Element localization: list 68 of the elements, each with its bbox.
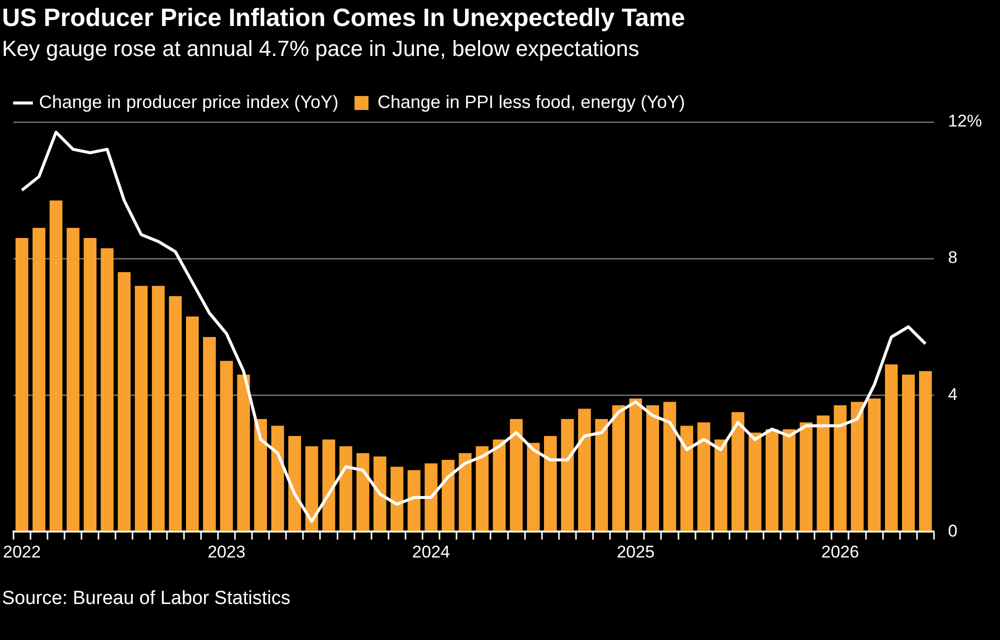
legend-label: Change in producer price index (YoY) (39, 92, 339, 112)
bar (732, 412, 744, 531)
chart-title: US Producer Price Inflation Comes In Unexpectedly Tame (2, 4, 686, 33)
bar (902, 374, 915, 531)
bar (629, 398, 642, 531)
bar (220, 360, 233, 531)
y-tick-label: 0 (948, 521, 958, 540)
bar (322, 439, 336, 531)
bar (408, 470, 420, 531)
bar (510, 418, 523, 531)
bar (254, 418, 267, 531)
bar (476, 446, 489, 531)
chart-subtitle: Key gauge rose at annual 4.7% pace in June, below expectations (2, 36, 640, 62)
x-tick-label: 2024 (412, 542, 450, 562)
bar (134, 286, 148, 531)
bar (305, 446, 318, 531)
bar (356, 453, 370, 531)
y-tick-label: 4 (948, 384, 958, 404)
bar (578, 408, 591, 531)
bar (100, 248, 114, 531)
x-tick-label: 2025 (616, 542, 655, 562)
bar (816, 416, 830, 531)
bar (458, 453, 472, 531)
y-tick-label: 8 (948, 248, 958, 268)
bar (32, 228, 46, 531)
bar (492, 439, 506, 531)
bar (50, 200, 62, 531)
bar (118, 272, 131, 531)
bar (526, 442, 540, 531)
bar (919, 371, 932, 531)
bar (868, 398, 881, 531)
bar (884, 364, 898, 531)
bar (16, 238, 28, 531)
bar (271, 426, 284, 531)
bar (84, 238, 96, 531)
bar (237, 374, 250, 531)
bar (168, 296, 182, 531)
bar (646, 405, 660, 531)
bar (697, 422, 710, 531)
y-tick-label: 12% (948, 112, 982, 131)
bar (288, 436, 302, 531)
bar (152, 286, 165, 531)
bar (748, 432, 762, 531)
x-tick-label: 2026 (821, 542, 860, 562)
x-tick-label: 2023 (208, 542, 246, 562)
bar (374, 456, 386, 531)
bar (680, 426, 694, 531)
bar (203, 337, 216, 531)
bar (544, 436, 557, 531)
bar (850, 402, 864, 531)
bar (714, 439, 728, 531)
bar (800, 422, 813, 531)
bar (782, 429, 796, 531)
bar (442, 460, 454, 531)
bar (186, 316, 199, 531)
bar (663, 402, 676, 531)
bar (66, 228, 80, 531)
bar (612, 405, 625, 531)
bar (595, 418, 608, 531)
bar (424, 463, 438, 531)
bar (834, 405, 847, 531)
x-tick-label: 2022 (2, 542, 41, 562)
source-note: Source: Bureau of Labor Statistics (2, 588, 290, 610)
bar (561, 418, 574, 531)
bar (390, 466, 404, 531)
bar (339, 446, 352, 531)
legend-label: Change in PPI less food, energy (YoY) (378, 92, 686, 112)
bar (766, 429, 778, 531)
